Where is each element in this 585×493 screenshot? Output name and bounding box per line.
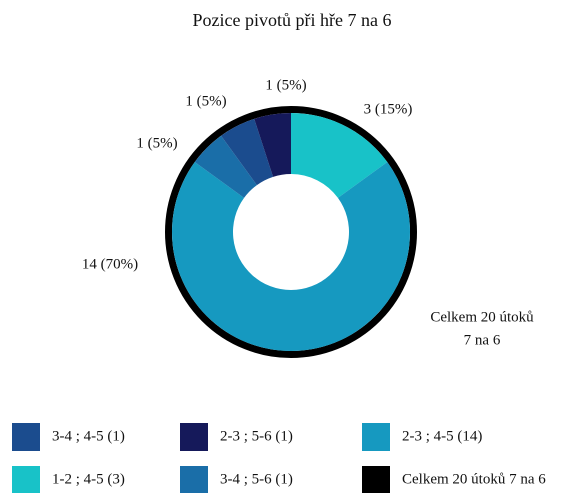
annotation: Celkem 20 útoků (430, 309, 534, 325)
donut-slice (172, 162, 410, 351)
legend-swatch (180, 466, 208, 493)
legend-label: 2-3 ; 5-6 (1) (220, 428, 293, 444)
ring (165, 106, 417, 358)
donut-slice (254, 113, 291, 177)
data-label: 1 (5%) (136, 135, 177, 151)
data-label: 1 (5%) (265, 77, 306, 93)
donut-slice (194, 135, 257, 198)
donut-slice (291, 113, 388, 198)
legend-swatch (12, 466, 40, 493)
legend-swatch (180, 423, 208, 451)
chart-title: Pozice pivotů při hře 7 na 6 (193, 10, 392, 30)
data-label: 1 (5%) (185, 93, 226, 109)
legend-label: 2-3 ; 4-5 (14) (402, 428, 482, 444)
legend-label: 3-4 ; 4-5 (1) (52, 428, 125, 444)
data-label: 14 (70%) (82, 256, 138, 272)
legend-label: 1-2 ; 4-5 (3) (52, 471, 125, 487)
annotation: 7 na 6 (464, 332, 501, 348)
legend-swatch (362, 423, 390, 451)
donut-slice (221, 118, 274, 186)
legend-swatch (362, 466, 390, 493)
legend-label: 3-4 ; 5-6 (1) (220, 471, 293, 487)
data-label: 3 (15%) (364, 101, 413, 117)
legend-label: Celkem 20 útoků 7 na 6 (402, 471, 546, 487)
legend-swatch (12, 423, 40, 451)
